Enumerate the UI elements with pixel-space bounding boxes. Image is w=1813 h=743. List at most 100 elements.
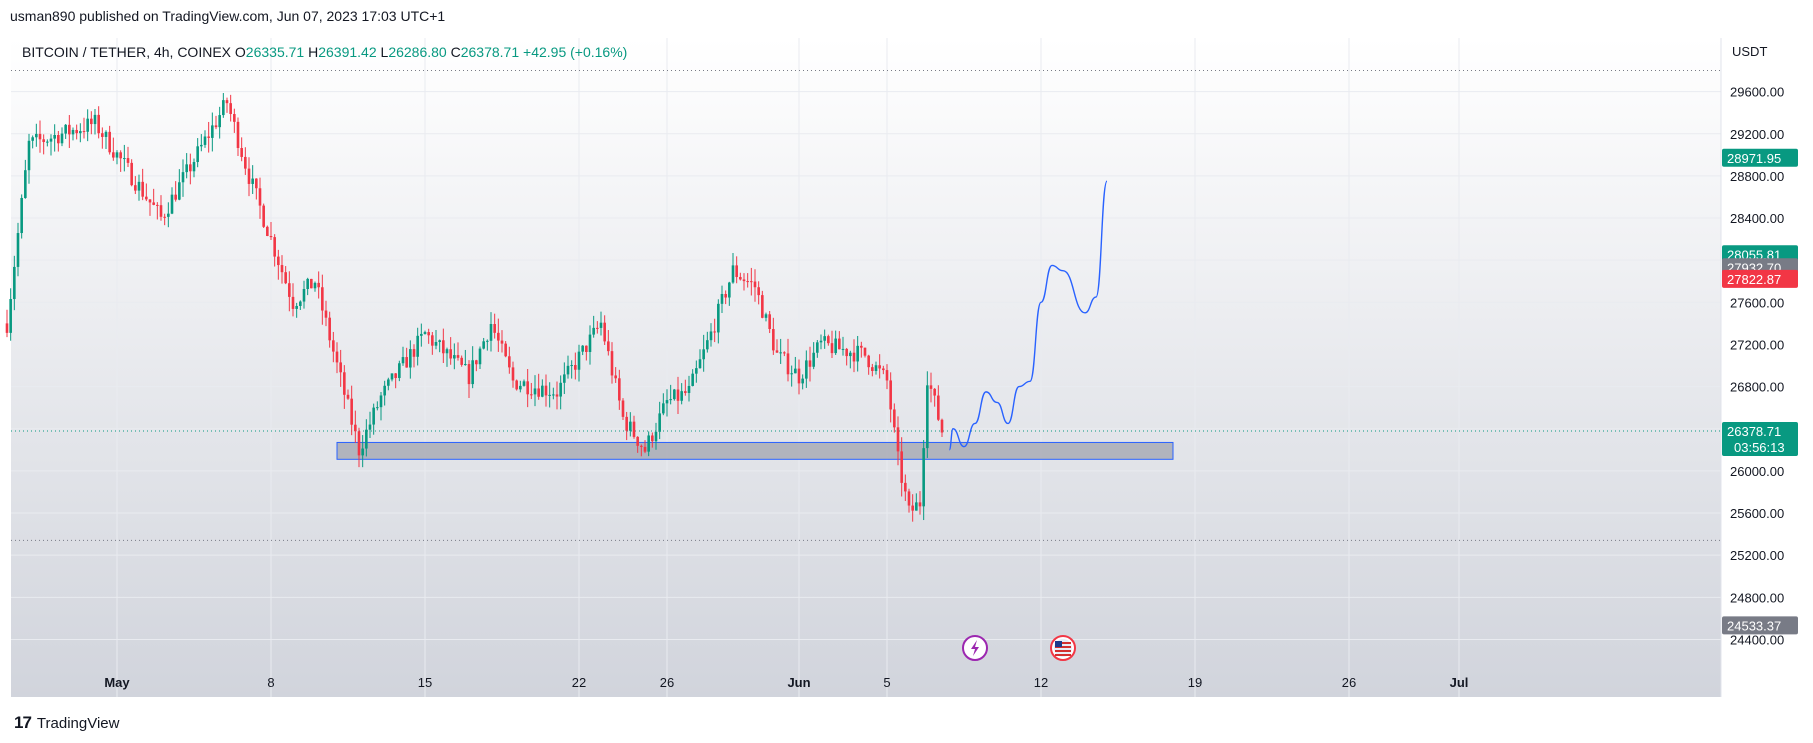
candle-body: [577, 351, 581, 370]
candle-body: [522, 381, 526, 386]
candle-body: [915, 502, 918, 511]
candle-body: [849, 352, 852, 357]
time-axis[interactable]: May 8 15 22 26 Jun 5 12 19 26 Jul: [104, 675, 1468, 690]
candle-body: [438, 340, 441, 343]
projection-line[interactable]: [948, 180, 1108, 451]
candle-body: [71, 129, 75, 135]
event-markers[interactable]: [962, 635, 1076, 661]
candle-body: [519, 385, 522, 390]
candle-body: [445, 349, 449, 354]
candle-body: [163, 216, 166, 218]
grid-lines: [11, 38, 1721, 697]
candle-body: [856, 345, 859, 362]
candle-body: [797, 368, 801, 384]
candle-body: [625, 416, 628, 431]
candle-body: [49, 138, 53, 142]
candle-body: [728, 282, 731, 298]
price-tags: 28971.9528055.8127932.7027822.8726378.71…: [1722, 148, 1798, 635]
candle-body: [273, 237, 276, 257]
candle-body: [321, 287, 324, 311]
candle-body: [233, 114, 236, 122]
lightning-icon[interactable]: [962, 635, 988, 661]
price-tag-bg: [1722, 148, 1798, 167]
candle-body: [827, 336, 830, 344]
low-value: 26286.80: [388, 44, 447, 60]
candle-body: [372, 407, 375, 425]
candle-body: [885, 370, 889, 381]
candle-body: [126, 158, 130, 163]
candle-body: [93, 114, 97, 125]
candle-body: [783, 352, 786, 354]
candle-body: [717, 303, 720, 333]
price-tag-value: 27822.87: [1727, 272, 1781, 287]
candle-body: [456, 355, 460, 358]
candle-body: [911, 505, 914, 511]
candle-body: [753, 281, 757, 288]
candle-body: [86, 118, 89, 132]
candle-body: [863, 347, 867, 356]
price-tick-label: 24800.00: [1730, 590, 1784, 605]
price-tick-label: 27600.00: [1730, 295, 1784, 310]
support-zone-rect[interactable]: [336, 441, 1174, 460]
candle-body: [82, 131, 86, 133]
candle-body: [189, 164, 192, 172]
time-tick-label: 5: [883, 675, 890, 690]
candle-body: [222, 100, 225, 116]
candle-body: [559, 382, 562, 397]
candle-body: [130, 162, 133, 186]
lightning-glyph: [971, 640, 979, 656]
time-tick-label: 26: [660, 675, 674, 690]
candle-body: [779, 352, 782, 354]
candle-body: [746, 281, 749, 283]
price-tag-bg: [1722, 616, 1798, 635]
candle-body: [467, 364, 471, 385]
candle-body: [772, 329, 775, 351]
candle-body: [706, 340, 709, 350]
candle-body: [552, 394, 555, 396]
candle-body: [68, 124, 71, 135]
candle-body: [185, 164, 188, 173]
candle-body: [90, 118, 93, 125]
candle-body: [218, 115, 221, 128]
published-info: usman890 published on TradingView.com, J…: [10, 8, 446, 24]
candle-body: [288, 283, 291, 297]
flag-stripe: [1055, 646, 1071, 648]
candle-body: [511, 367, 515, 381]
candle-body: [651, 435, 654, 442]
candle-body: [684, 391, 687, 393]
candle-body: [764, 314, 768, 318]
candle-body: [720, 294, 724, 304]
candle-body: [665, 400, 669, 404]
candle-body: [339, 362, 342, 373]
price-tick-label: 28800.00: [1730, 169, 1784, 184]
candle-body: [53, 135, 56, 139]
price-axis[interactable]: 24400.00 24800.00 25200.00 25600.00 26000.00…: [1730, 85, 1784, 648]
candle-body: [500, 340, 504, 344]
candle-body: [299, 301, 302, 306]
candle-body: [735, 265, 738, 278]
projection-path[interactable]: [948, 180, 1108, 451]
candle-body: [673, 389, 676, 400]
us-flag-icon[interactable]: [1050, 635, 1076, 661]
time-tick-label: 19: [1188, 675, 1202, 690]
candle-body: [416, 335, 419, 357]
candle-body: [533, 388, 537, 395]
candle-body: [581, 345, 584, 352]
support-zone[interactable]: [336, 441, 1174, 460]
change-value: +42.95 (+0.16%): [523, 44, 628, 60]
candle-body: [482, 341, 485, 349]
candle-body: [302, 289, 306, 302]
footer: 17 TradingView: [14, 713, 119, 733]
candle-body: [119, 152, 122, 159]
candle-body: [27, 140, 31, 171]
candle-body: [860, 345, 863, 348]
candle-body: [475, 360, 478, 365]
flag-canton: [1055, 641, 1062, 647]
candle-body: [420, 333, 423, 336]
candle-body: [247, 168, 251, 184]
candle-body: [530, 394, 533, 396]
price-tag-value: 28971.95: [1727, 151, 1781, 166]
candle-body: [174, 194, 177, 200]
candle-body: [156, 204, 159, 206]
